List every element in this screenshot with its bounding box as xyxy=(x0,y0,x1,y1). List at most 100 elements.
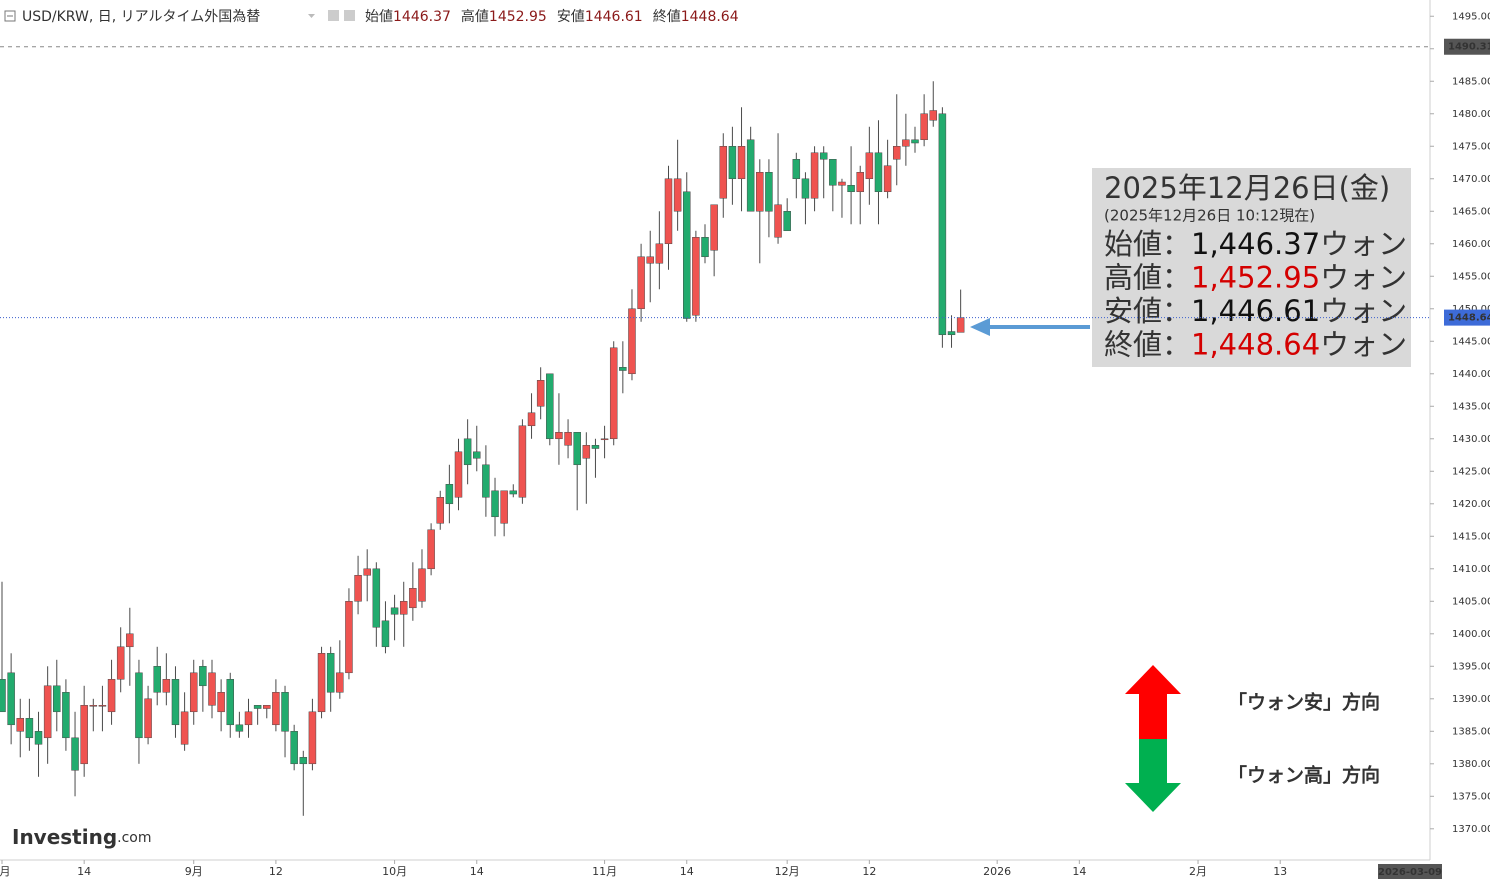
candle-body xyxy=(956,317,965,333)
y-tick-label: 1435.00 xyxy=(1452,401,1490,412)
candle-body xyxy=(272,692,280,726)
candle-body xyxy=(619,367,627,371)
candle-body xyxy=(929,110,938,121)
logo: Investing.com xyxy=(12,825,152,849)
candle-body xyxy=(829,159,837,186)
candle-body xyxy=(107,679,116,713)
x-tick-label: 2026 xyxy=(983,865,1011,878)
candle-body xyxy=(53,685,61,713)
candle-body xyxy=(938,113,947,336)
candle-body xyxy=(7,672,15,726)
candle-body xyxy=(171,679,180,726)
candle-body xyxy=(673,178,682,212)
x-tick-label: 12月 xyxy=(775,865,800,878)
y-tick-label: 1475.00 xyxy=(1452,141,1490,152)
candle-body xyxy=(162,679,171,693)
candle-body xyxy=(390,607,399,615)
candle-body xyxy=(445,484,454,505)
info-value: 1,446.37 xyxy=(1191,227,1320,261)
candle-body xyxy=(463,438,472,466)
icon[interactable] xyxy=(328,10,339,21)
candle-body xyxy=(728,146,737,180)
y-tick-label: 1450.00 xyxy=(1452,304,1490,315)
info-unit: ウォン xyxy=(1320,328,1407,362)
candle-body xyxy=(856,172,864,193)
down-arrow xyxy=(1125,739,1181,812)
candle-body xyxy=(655,243,664,264)
candle-body xyxy=(600,438,609,441)
candle-body xyxy=(263,705,271,709)
collapse-icon[interactable] xyxy=(4,10,16,22)
candle-body xyxy=(336,672,344,693)
plot xyxy=(0,81,965,816)
candle-body xyxy=(253,705,262,709)
dropdown-icon[interactable] xyxy=(308,14,315,18)
x-tick-label: 14 xyxy=(1072,865,1086,878)
pointer-arrow-head xyxy=(970,318,990,336)
candle-body xyxy=(692,237,700,316)
candle-body xyxy=(491,490,499,518)
info-unit: ウォン xyxy=(1320,294,1407,328)
candle-body xyxy=(116,646,125,680)
candle-body xyxy=(911,139,919,144)
candle-body xyxy=(902,139,910,147)
y-tick-label: 1370.00 xyxy=(1452,824,1490,835)
candle-body xyxy=(546,373,554,440)
candle-body xyxy=(25,718,34,739)
x-tick-label: 11月 xyxy=(592,865,617,878)
reference-label-bg xyxy=(1444,38,1490,55)
candle-body xyxy=(418,568,426,602)
info-label: 終値： xyxy=(1104,328,1191,362)
candle-body xyxy=(354,575,362,602)
candle-body xyxy=(317,653,326,713)
y-tick-label: 1420.00 xyxy=(1452,499,1490,510)
candle-body xyxy=(500,490,508,524)
y-tick-label: 1425.00 xyxy=(1452,466,1490,477)
x-tick-label: 14 xyxy=(77,865,91,878)
y-tick-label: 1485.00 xyxy=(1452,76,1490,87)
candle-body xyxy=(80,705,88,765)
info-row: 終値：1,448.64ウォン xyxy=(1104,328,1407,362)
direction-label: 「ウォン安」方向 xyxy=(1228,691,1380,714)
candle-body xyxy=(189,672,198,713)
candle-body xyxy=(372,568,381,628)
candle-body xyxy=(345,601,353,674)
candle-body xyxy=(381,620,390,648)
info-unit: ウォン xyxy=(1320,261,1407,295)
candle-body xyxy=(363,568,371,576)
candle-body xyxy=(609,347,618,440)
info-unit: ウォン xyxy=(1320,227,1407,261)
candle-body xyxy=(235,724,244,732)
icon[interactable] xyxy=(344,10,355,21)
candle-body xyxy=(746,139,755,212)
y-tick-label: 1430.00 xyxy=(1452,434,1490,445)
x-tick-label: 9月 xyxy=(185,865,203,878)
candle-body xyxy=(838,181,846,186)
candle-body xyxy=(591,445,600,449)
x-tick-label: 14 xyxy=(470,865,484,878)
candle-body xyxy=(16,718,25,732)
x-tick-label: 14 xyxy=(680,865,694,878)
y-tick-label: 1415.00 xyxy=(1452,531,1490,542)
candle-body xyxy=(326,653,335,693)
candle-body xyxy=(920,113,928,141)
candle-body xyxy=(774,204,782,238)
candle-body xyxy=(290,731,298,765)
x-end-label: 2026-03-09 xyxy=(1378,867,1442,878)
x-tick-label: 12 xyxy=(269,865,283,878)
candle-body xyxy=(180,711,189,745)
candle-body xyxy=(409,588,417,609)
ohlc-value: 1446.61 xyxy=(585,9,643,25)
candle-body xyxy=(454,451,463,498)
up-arrow xyxy=(1125,665,1181,739)
candle-body xyxy=(582,445,591,459)
ohlc-label: 終値 xyxy=(653,9,681,25)
y-tick-label: 1470.00 xyxy=(1452,174,1490,185)
y-tick-label: 1395.00 xyxy=(1452,661,1490,672)
candle-body xyxy=(436,497,444,524)
info-label: 始値： xyxy=(1104,227,1191,261)
candle-body xyxy=(144,698,152,739)
candle-body xyxy=(509,490,518,495)
candle-body xyxy=(153,666,161,693)
